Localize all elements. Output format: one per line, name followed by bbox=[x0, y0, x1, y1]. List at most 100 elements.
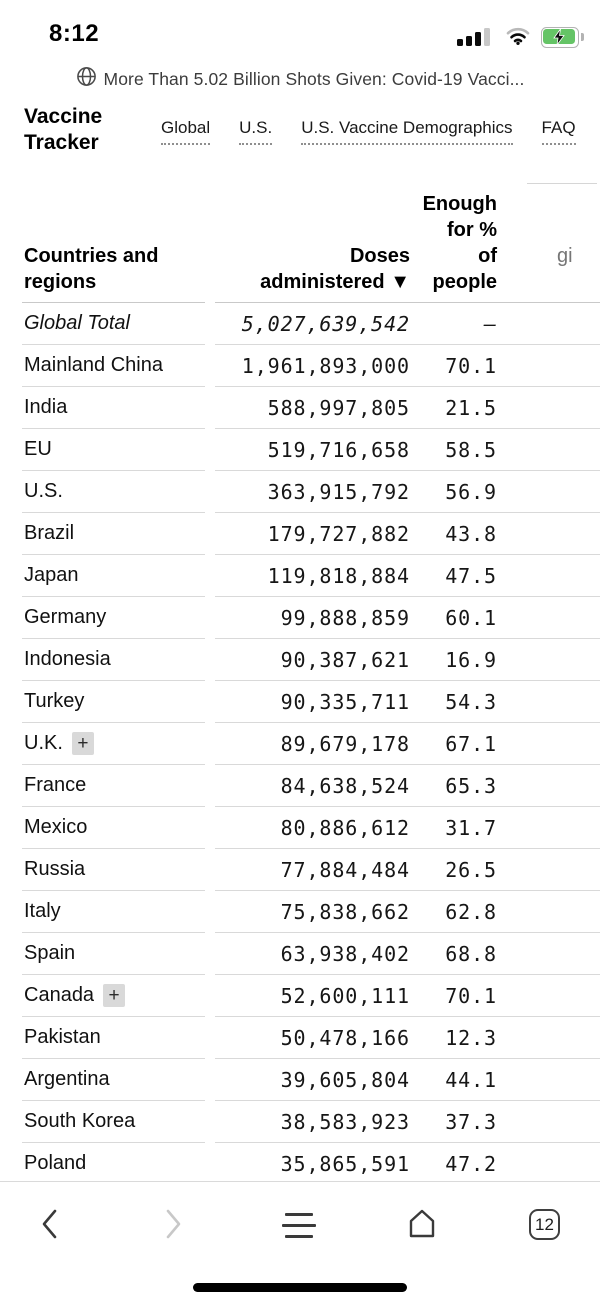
back-button[interactable] bbox=[40, 1208, 60, 1243]
country-name: Poland bbox=[22, 1143, 205, 1185]
doses-value: 519,716,658 bbox=[267, 437, 410, 462]
doses-value: 119,818,884 bbox=[267, 563, 410, 588]
percent-value: 47.2 bbox=[445, 1151, 497, 1176]
forward-button[interactable] bbox=[163, 1208, 183, 1243]
country-name: Indonesia bbox=[22, 639, 205, 681]
country-name: Pakistan bbox=[22, 1017, 205, 1059]
percent-value: 12.3 bbox=[445, 1025, 497, 1050]
doses-value: 5,027,639,542 bbox=[241, 311, 410, 336]
table-row: Mexico 80,886,612 31.7 bbox=[0, 807, 600, 849]
table-row: Mainland China 1,961,893,000 70.1 bbox=[0, 345, 600, 387]
table-row: South Korea 38,583,923 37.3 bbox=[0, 1101, 600, 1143]
country-name: Mainland China bbox=[22, 345, 205, 387]
table-row: Poland 35,865,591 47.2 bbox=[0, 1143, 600, 1185]
clock: 8:12 bbox=[49, 20, 100, 47]
country-name: Mexico bbox=[22, 807, 205, 849]
table-row: India 588,997,805 21.5 bbox=[0, 387, 600, 429]
chevron-left-icon bbox=[42, 1209, 57, 1239]
doses-value: 77,884,484 bbox=[280, 857, 410, 882]
percent-value: 47.5 bbox=[445, 563, 497, 588]
table-row: Indonesia 90,387,621 16.9 bbox=[0, 639, 600, 681]
expand-button[interactable]: + bbox=[71, 732, 94, 755]
nav-us[interactable]: U.S. bbox=[239, 118, 273, 145]
percent-value: 37.3 bbox=[445, 1109, 497, 1134]
table-row: Turkey 90,335,711 54.3 bbox=[0, 681, 600, 723]
country-name: Germany bbox=[22, 597, 205, 639]
doses-value: 75,838,662 bbox=[280, 899, 410, 924]
country-name: Italy bbox=[22, 891, 205, 933]
expand-button[interactable]: + bbox=[103, 984, 126, 1007]
table-row: Pakistan 50,478,166 12.3 bbox=[0, 1017, 600, 1059]
nav-us-demographics[interactable]: U.S. Vaccine Demographics bbox=[301, 118, 513, 145]
battery-charging-icon bbox=[541, 27, 587, 48]
doses-value: 89,679,178 bbox=[280, 731, 410, 756]
country-name: Spain bbox=[22, 933, 205, 975]
home-icon bbox=[409, 1209, 435, 1238]
wifi-icon bbox=[506, 27, 530, 50]
table-row: Germany 99,888,859 60.1 bbox=[0, 597, 600, 639]
country-name: Russia bbox=[22, 849, 205, 891]
percent-value: 31.7 bbox=[445, 815, 497, 840]
home-button[interactable] bbox=[405, 1208, 439, 1243]
percent-value: 58.5 bbox=[445, 437, 497, 462]
chevron-right-icon bbox=[166, 1209, 181, 1239]
table-body: Global Total 5,027,639,542 – Mainland Ch… bbox=[0, 303, 600, 1185]
percent-value: 65.3 bbox=[445, 773, 497, 798]
table-row: Japan 119,818,884 47.5 bbox=[0, 555, 600, 597]
country-name: Brazil bbox=[22, 513, 205, 555]
table-row: Global Total 5,027,639,542 – bbox=[0, 303, 600, 345]
doses-value: 52,600,111 bbox=[280, 983, 410, 1008]
country-name: EU bbox=[22, 429, 205, 471]
percent-value: 70.1 bbox=[445, 983, 497, 1008]
nav-global[interactable]: Global bbox=[161, 118, 211, 145]
table-row: EU 519,716,658 58.5 bbox=[0, 429, 600, 471]
cellular-signal-icon bbox=[457, 28, 499, 46]
doses-value: 39,605,804 bbox=[280, 1067, 410, 1092]
doses-value: 588,997,805 bbox=[267, 395, 410, 420]
percent-value: 68.8 bbox=[445, 941, 497, 966]
percent-value: 70.1 bbox=[445, 353, 497, 378]
percent-value: 56.9 bbox=[445, 479, 497, 504]
globe-icon bbox=[76, 66, 97, 92]
column-header-countries: Countries and regions bbox=[24, 245, 159, 293]
doses-value: 90,387,621 bbox=[280, 647, 410, 672]
tabs-button[interactable]: 12 bbox=[529, 1209, 560, 1240]
table-row: Argentina 39,605,804 44.1 bbox=[0, 1059, 600, 1101]
hamburger-icon bbox=[282, 1213, 316, 1238]
percent-value: 54.3 bbox=[445, 689, 497, 714]
percent-value: 44.1 bbox=[445, 1067, 497, 1092]
doses-value: 1,961,893,000 bbox=[241, 353, 410, 378]
doses-value: 179,727,882 bbox=[267, 521, 410, 546]
status-bar: 8:12 bbox=[0, 0, 600, 58]
url-bar[interactable]: More Than 5.02 Billion Shots Given: Covi… bbox=[0, 62, 600, 96]
percent-value: 21.5 bbox=[445, 395, 497, 420]
menu-button[interactable] bbox=[282, 1213, 316, 1246]
doses-value: 38,583,923 bbox=[280, 1109, 410, 1134]
percent-value: 16.9 bbox=[445, 647, 497, 672]
country-name: U.K. + bbox=[22, 723, 205, 765]
percent-value: 43.8 bbox=[445, 521, 497, 546]
table-header: Countries and regions Doses administered… bbox=[0, 170, 600, 303]
nav-faq[interactable]: FAQ bbox=[541, 118, 576, 145]
country-name: France bbox=[22, 765, 205, 807]
country-name: South Korea bbox=[22, 1101, 205, 1143]
header-divider-left bbox=[22, 302, 205, 303]
table-row: Russia 77,884,484 26.5 bbox=[0, 849, 600, 891]
percent-value: – bbox=[484, 311, 497, 336]
doses-value: 35,865,591 bbox=[280, 1151, 410, 1176]
home-indicator[interactable] bbox=[193, 1283, 407, 1292]
doses-value: 363,915,792 bbox=[267, 479, 410, 504]
column-header-doses-sort[interactable]: Doses administered ▼ bbox=[260, 245, 410, 293]
table-row: Italy 75,838,662 62.8 bbox=[0, 891, 600, 933]
table-row: U.S. 363,915,792 56.9 bbox=[0, 471, 600, 513]
country-name: Turkey bbox=[22, 681, 205, 723]
table-row: Spain 63,938,402 68.8 bbox=[0, 933, 600, 975]
browser-toolbar: 12 bbox=[0, 1181, 600, 1298]
doses-value: 84,638,524 bbox=[280, 773, 410, 798]
country-name: Japan bbox=[22, 555, 205, 597]
percent-value: 67.1 bbox=[445, 731, 497, 756]
table-row: Brazil 179,727,882 43.8 bbox=[0, 513, 600, 555]
percent-value: 26.5 bbox=[445, 857, 497, 882]
page-title: More Than 5.02 Billion Shots Given: Covi… bbox=[103, 68, 525, 89]
